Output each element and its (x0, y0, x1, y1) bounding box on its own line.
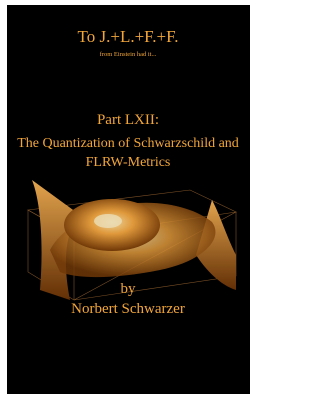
title-line: The Quantization of Schwarzschild and (17, 136, 239, 151)
book-cover: To J.+L.+F.+F. from Einstein had it... P… (0, 0, 257, 398)
title-line: FLRW-Metrics (86, 155, 171, 170)
by-line: by (121, 281, 137, 297)
tagline: from Einstein had it... (100, 51, 157, 58)
part-number: Part LXII: (97, 112, 159, 128)
dedication: To J.+L.+F.+F. (78, 27, 179, 46)
author: Norbert Schwarzer (71, 301, 185, 317)
surface-highlight (94, 214, 122, 228)
page: To J.+L.+F.+F. from Einstein had it... P… (0, 0, 320, 398)
